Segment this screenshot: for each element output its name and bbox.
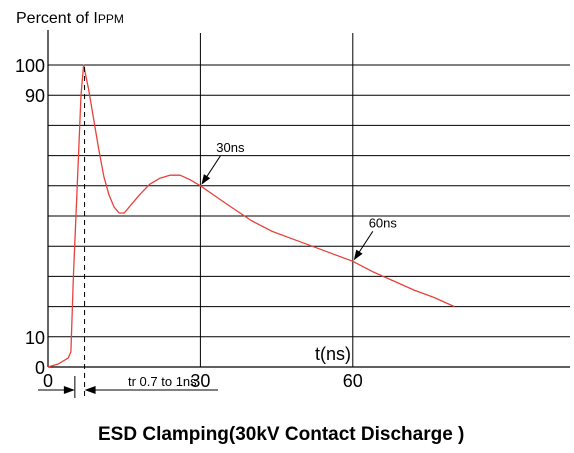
- annotations: 30ns 60ns tr 0.7 to 1ns: [38, 67, 397, 398]
- x-axis-label: t(ns): [315, 344, 351, 364]
- rise-time-arrow-right-head: [84, 386, 96, 394]
- annotation-label: 60ns: [369, 215, 398, 230]
- y-tick-label: 90: [25, 86, 45, 106]
- grid: [47, 30, 570, 368]
- rise-time-arrow-left-head: [63, 386, 75, 394]
- y-tick-label: 10: [25, 328, 45, 348]
- x-tick-label: 0: [43, 371, 53, 391]
- x-tick-label: 30: [190, 371, 210, 391]
- y-tick-label: 0: [35, 358, 45, 378]
- annotation-label: 30ns: [216, 140, 245, 155]
- rise-time-label: tr 0.7 to 1ns: [128, 374, 197, 389]
- series-line: [47, 64, 455, 368]
- chart-title: ESD Clamping(30kV Contact Discharge ): [98, 424, 465, 445]
- annotation-arrow-head: [201, 174, 211, 185]
- y-axis-label: Percent of IPPM: [16, 10, 124, 27]
- annotation-arrow-head: [353, 249, 363, 261]
- y-tick-label: 100: [15, 56, 45, 76]
- chart-marks: [47, 64, 455, 368]
- x-tick-label: 60: [343, 371, 363, 391]
